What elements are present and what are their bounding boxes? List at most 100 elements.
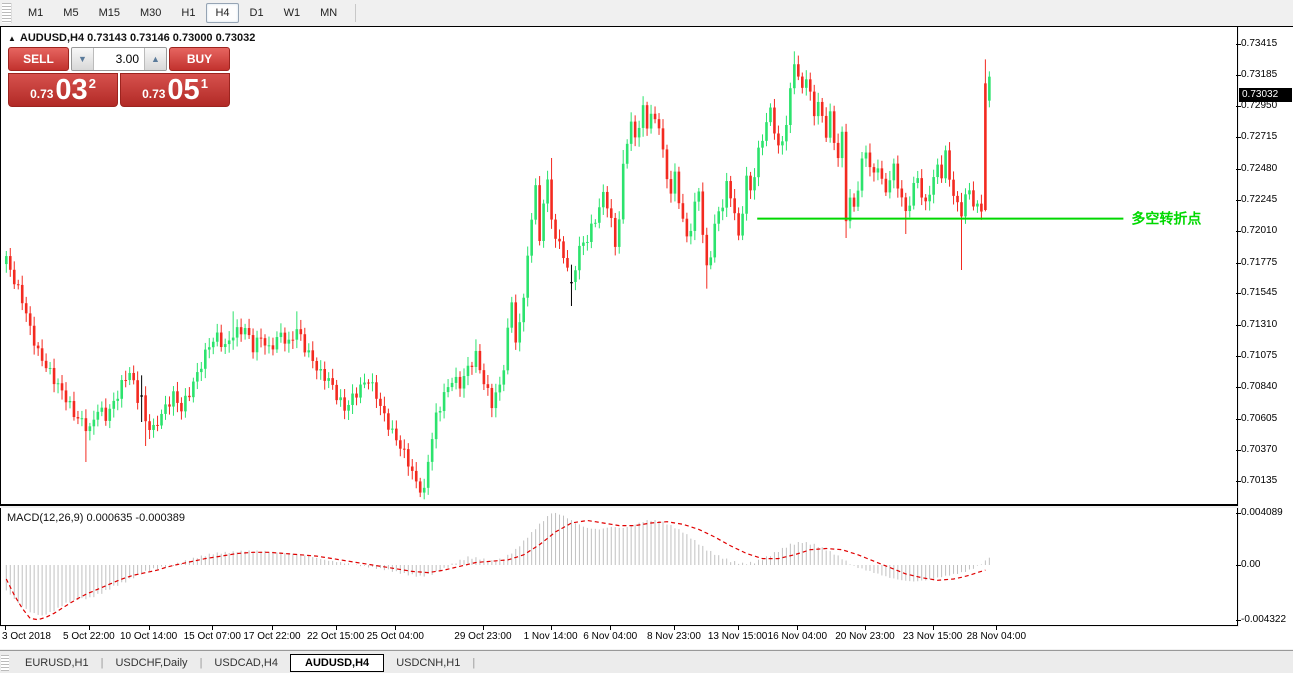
chart-tab-eurusd-h1[interactable]: EURUSD,H1: [25, 656, 89, 669]
annotation-text: 多空转折点: [1131, 211, 1201, 227]
sell-price-big: 03: [55, 73, 88, 106]
toolbar-separator: [355, 4, 357, 22]
volume-spinner: ▼ ▲: [71, 47, 167, 71]
price-tick-label: 0.70605: [1241, 412, 1278, 424]
price-tick-label: 0.70135: [1241, 475, 1278, 487]
price-tick-mark: [1236, 481, 1241, 483]
sell-button[interactable]: SELL: [8, 47, 69, 71]
price-tick-mark: [1236, 387, 1241, 389]
macd-axis-label: 0.00: [1241, 559, 1261, 570]
time-tick-mark: [271, 625, 273, 630]
time-tick-mark: [482, 625, 484, 630]
buy-price-big: 05: [167, 73, 200, 106]
time-tick-mark: [996, 625, 998, 630]
price-tick-label: 0.73185: [1241, 68, 1278, 80]
price-tick-mark: [1236, 200, 1241, 201]
timeframe-button-m5[interactable]: M5: [63, 7, 79, 19]
price-tick-mark: [1236, 44, 1241, 45]
time-tick-mark: [797, 625, 799, 630]
time-tick-mark: [88, 625, 90, 630]
time-tick-mark: [673, 625, 675, 630]
timeframe-button-w1[interactable]: W1: [283, 7, 301, 19]
time-tick-mark: [864, 625, 866, 630]
macd-axis-label: 0.004089: [1241, 506, 1283, 518]
price-tick-mark: [1236, 293, 1241, 295]
time-tick-mark: [395, 625, 397, 630]
buy-button[interactable]: BUY: [169, 47, 230, 71]
time-tick-mark: [212, 625, 214, 630]
macd-tick-mark: [1236, 512, 1241, 514]
price-tick-mark: [1236, 137, 1241, 139]
price-tick-label: 0.72480: [1241, 162, 1278, 174]
tab-divider: |: [199, 656, 203, 669]
time-tick-label: 25 Oct 04:00: [366, 631, 424, 642]
time-tick-label: 5 Oct 22:00: [63, 631, 115, 642]
sell-price-prefix: 0.73: [30, 87, 54, 101]
price-tick-label: 0.70840: [1241, 381, 1278, 393]
volume-decrement-icon[interactable]: ▼: [72, 48, 94, 70]
volume-input[interactable]: [94, 48, 144, 70]
toolbar-grip[interactable]: [2, 3, 12, 23]
time-tick-label: 6 Nov 04:00: [583, 631, 638, 642]
price-tick-label: 0.72010: [1241, 225, 1278, 237]
macd-svg: [5, 512, 990, 621]
price-tick-mark: [1236, 356, 1241, 357]
chart-title-text: AUDUSD,H4 0.73143 0.73146 0.73000 0.7303…: [19, 32, 256, 44]
time-tick-mark: [5, 625, 7, 630]
time-tick-label: 17 Oct 22:00: [243, 631, 301, 642]
price-tick-mark: [1236, 324, 1241, 326]
price-axis: 0.73415 0.73185 0.72950 0.72715 0.72480 0.722…: [1236, 27, 1293, 627]
time-tick-label: 23 Nov 15:00: [902, 631, 963, 642]
symbol-arrow-icon: ▲: [8, 34, 16, 43]
chart-title: ▲ AUDUSD,H4 0.73143 0.73146 0.73000 0.730…: [8, 32, 255, 44]
price-tick-label: 0.71310: [1241, 318, 1278, 330]
timeframe-button-m30[interactable]: M30: [139, 7, 162, 19]
time-tick-mark: [550, 625, 552, 630]
time-tick-mark: [932, 625, 934, 630]
sell-price-pip: 2: [88, 76, 96, 91]
time-tick-label: 13 Nov 15:00: [707, 631, 768, 642]
chart-tab-usdcad-h4[interactable]: USDCAD,H4: [214, 656, 278, 669]
time-tick-mark: [335, 625, 337, 630]
time-tick-label: 29 Oct 23:00: [454, 631, 512, 642]
tab-divider: |: [472, 656, 476, 669]
current-price-badge: 0.73032: [1239, 88, 1292, 103]
chart-tab-usdchf-daily[interactable]: USDCHF,Daily: [115, 656, 188, 669]
chart-tab-bar: EURUSD,H1 | USDCHF,Daily | USDCAD,H4 AUDUSD,H…: [0, 650, 1293, 673]
price-tick-label: 0.72950: [1241, 100, 1278, 111]
timeframe-button-m1[interactable]: M1: [28, 7, 44, 19]
time-tick-label: 8 Nov 23:00: [646, 631, 701, 642]
tab-divider: |: [100, 656, 104, 669]
price-tick-mark: [1236, 168, 1241, 170]
tabbar-grip[interactable]: [1, 654, 9, 671]
time-tick-label: 28 Nov 04:00: [966, 631, 1027, 642]
timeframe-toolbar: M1 M5 M15 M30 H1 H4 D1 W1 MN: [0, 0, 1293, 27]
price-tick-label: 0.72245: [1241, 194, 1278, 205]
price-tick-mark: [1236, 74, 1241, 76]
timeframe-button-mn[interactable]: MN: [320, 7, 338, 19]
candles-svg: 多空转折点: [5, 51, 1201, 500]
sell-price-display[interactable]: 0.73 03 2: [8, 73, 118, 107]
price-tick-label: 0.72715: [1241, 131, 1278, 143]
price-tick-label: 0.70370: [1241, 444, 1278, 455]
price-tick-label: 0.71075: [1241, 350, 1278, 361]
timeframe-button-h4[interactable]: H4: [206, 3, 239, 23]
buy-price-display[interactable]: 0.73 05 1: [120, 73, 230, 107]
chart-tab-usdcnh-h1[interactable]: USDCNH,H1: [396, 656, 461, 669]
timeframe-button-d1[interactable]: D1: [249, 7, 264, 19]
time-axis: 3 Oct 2018 5 Oct 22:00 10 Oct 14:00 15 Oct …: [0, 625, 1293, 649]
price-tick-label: 0.73415: [1241, 38, 1278, 49]
price-tick-mark: [1236, 231, 1241, 233]
time-tick-label: 15 Oct 07:00: [183, 631, 241, 642]
timeframe-button-m15[interactable]: M15: [98, 7, 120, 19]
chart-tab-audusd-h4[interactable]: AUDUSD,H4: [290, 653, 385, 672]
volume-increment-icon[interactable]: ▲: [144, 48, 166, 70]
price-tick-mark: [1236, 418, 1241, 420]
time-tick-label: 22 Oct 15:00: [306, 631, 365, 642]
macd-tick-mark: [1236, 565, 1241, 566]
macd-axis-label: -0.004322: [1241, 613, 1287, 625]
macd-indicator-chart[interactable]: [0, 508, 1238, 626]
timeframe-button-h1[interactable]: H1: [181, 7, 196, 19]
macd-indicator-label: MACD(12,26,9) 0.000635 -0.000389: [7, 512, 185, 524]
